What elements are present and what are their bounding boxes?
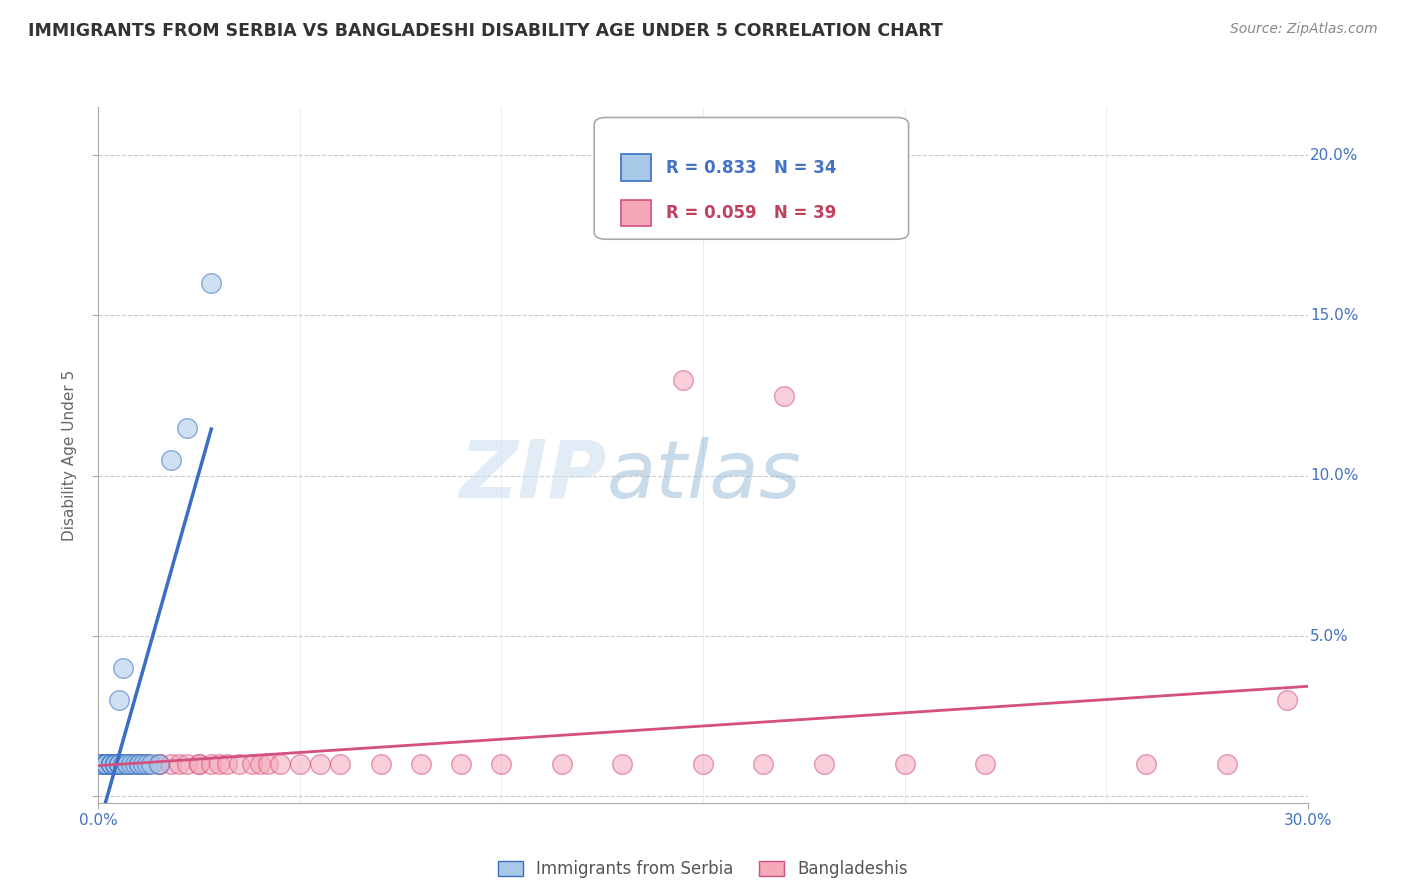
Point: [107, 757, 129, 772]
Text: atlas: atlas: [606, 437, 801, 515]
Point: [188, 757, 211, 772]
Point: [91, 757, 114, 772]
Point: [107, 757, 129, 772]
Point: [148, 757, 170, 772]
Bar: [621, 154, 651, 181]
Text: IMMIGRANTS FROM SERBIA VS BANGLADESHI DISABILITY AGE UNDER 5 CORRELATION CHART: IMMIGRANTS FROM SERBIA VS BANGLADESHI DI…: [28, 22, 943, 40]
Point: [124, 757, 146, 772]
Point: [160, 452, 183, 467]
Point: [120, 757, 142, 772]
Point: [612, 757, 634, 772]
Text: 20.0%: 20.0%: [1310, 148, 1358, 162]
Point: [91, 757, 114, 772]
Point: [96, 757, 118, 772]
FancyBboxPatch shape: [595, 118, 908, 239]
Point: [752, 757, 775, 772]
Point: [100, 757, 122, 772]
Point: [128, 757, 150, 772]
Point: [128, 757, 150, 772]
Y-axis label: Disability Age Under 5: Disability Age Under 5: [62, 369, 77, 541]
Point: [115, 757, 138, 772]
Bar: [621, 200, 651, 226]
Point: [167, 757, 190, 772]
Point: [135, 757, 157, 772]
Point: [813, 757, 835, 772]
Point: [672, 373, 695, 387]
Point: [115, 757, 138, 772]
Point: [200, 277, 222, 291]
Point: [160, 757, 183, 772]
Point: [208, 757, 231, 772]
Point: [288, 757, 311, 772]
Text: R = 0.059   N = 39: R = 0.059 N = 39: [665, 204, 837, 222]
Point: [96, 757, 118, 772]
Point: [128, 757, 150, 772]
Point: [135, 757, 157, 772]
Point: [256, 757, 278, 772]
Point: [309, 757, 332, 772]
Point: [91, 757, 114, 772]
Text: 15.0%: 15.0%: [1310, 308, 1358, 323]
Point: [148, 757, 170, 772]
Text: ZIP: ZIP: [458, 437, 606, 515]
Point: [103, 757, 125, 772]
Point: [974, 757, 997, 772]
Point: [269, 757, 291, 772]
Point: [100, 757, 122, 772]
Point: [1135, 757, 1157, 772]
Point: [772, 389, 794, 403]
Point: [491, 757, 513, 772]
Point: [107, 757, 129, 772]
Text: R = 0.833   N = 34: R = 0.833 N = 34: [665, 159, 837, 177]
Point: [217, 757, 239, 772]
Point: [200, 757, 222, 772]
Point: [249, 757, 271, 772]
Point: [1277, 693, 1299, 707]
Point: [100, 757, 122, 772]
Point: [176, 757, 198, 772]
Point: [100, 757, 122, 772]
Point: [96, 757, 118, 772]
Point: [96, 757, 118, 772]
Point: [111, 661, 134, 675]
Point: [120, 757, 142, 772]
Legend: Immigrants from Serbia, Bangladeshis: Immigrants from Serbia, Bangladeshis: [492, 854, 914, 885]
Point: [128, 757, 150, 772]
Point: [1216, 757, 1239, 772]
Point: [329, 757, 352, 772]
Point: [692, 757, 714, 772]
Point: [107, 757, 129, 772]
Point: [107, 693, 129, 707]
Text: Source: ZipAtlas.com: Source: ZipAtlas.com: [1230, 22, 1378, 37]
Point: [103, 757, 125, 772]
Text: 5.0%: 5.0%: [1310, 629, 1348, 643]
Point: [188, 757, 211, 772]
Point: [370, 757, 392, 772]
Point: [450, 757, 472, 772]
Point: [240, 757, 263, 772]
Point: [228, 757, 250, 772]
Text: 10.0%: 10.0%: [1310, 468, 1358, 483]
Point: [139, 757, 162, 772]
Point: [103, 757, 125, 772]
Point: [148, 757, 170, 772]
Point: [176, 420, 198, 434]
Point: [103, 757, 125, 772]
Point: [111, 757, 134, 772]
Point: [132, 757, 155, 772]
Point: [409, 757, 432, 772]
Point: [893, 757, 915, 772]
Point: [551, 757, 574, 772]
